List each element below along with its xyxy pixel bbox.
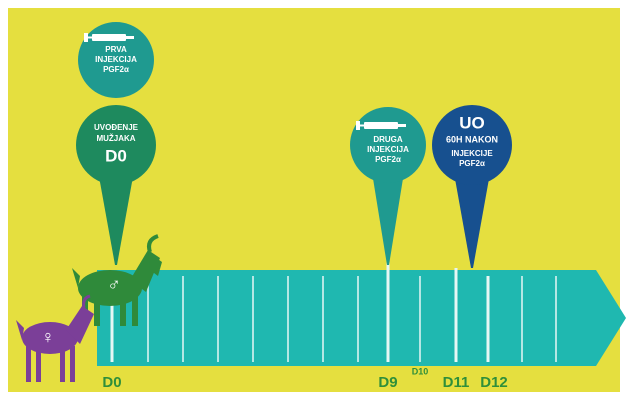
pin-text: UVOĐENJE [94,123,139,132]
day-label: D12 [480,374,508,391]
pin-title: UO [459,113,485,132]
female-symbol: ♀ [41,327,55,347]
pin-day: D0 [105,146,127,165]
pin-text: INJEKCIJE [451,149,493,158]
pin-head [76,105,156,185]
pin-text: MUŽJAKA [96,134,135,143]
male-symbol: ♂ [107,274,121,294]
syringe-icon [356,121,406,130]
timeline-ticks [110,262,557,362]
pin-text: DRUGA [373,135,403,144]
pin-text: 60H NAKON [446,134,498,144]
pin-tail [370,160,406,265]
pin-text: PRVA [105,45,127,54]
syringe-icon [84,33,134,42]
pin-text: PGF2α [459,159,485,168]
pin-text: PGF2α [375,155,401,164]
pin-text: INJEKCIJA [95,55,137,64]
day-label: D10 [412,366,429,376]
female-goat [16,294,94,382]
day-label: D9 [378,374,397,391]
day-label: D11 [443,374,470,391]
day-label: D0 [102,374,121,391]
pin-head [432,105,512,185]
pin-tail [96,160,136,265]
pin-text: PGF2α [103,65,129,74]
timeline-arrow [97,270,626,366]
pin-tail [452,162,492,268]
pin-text: INJEKCIJA [367,145,409,154]
